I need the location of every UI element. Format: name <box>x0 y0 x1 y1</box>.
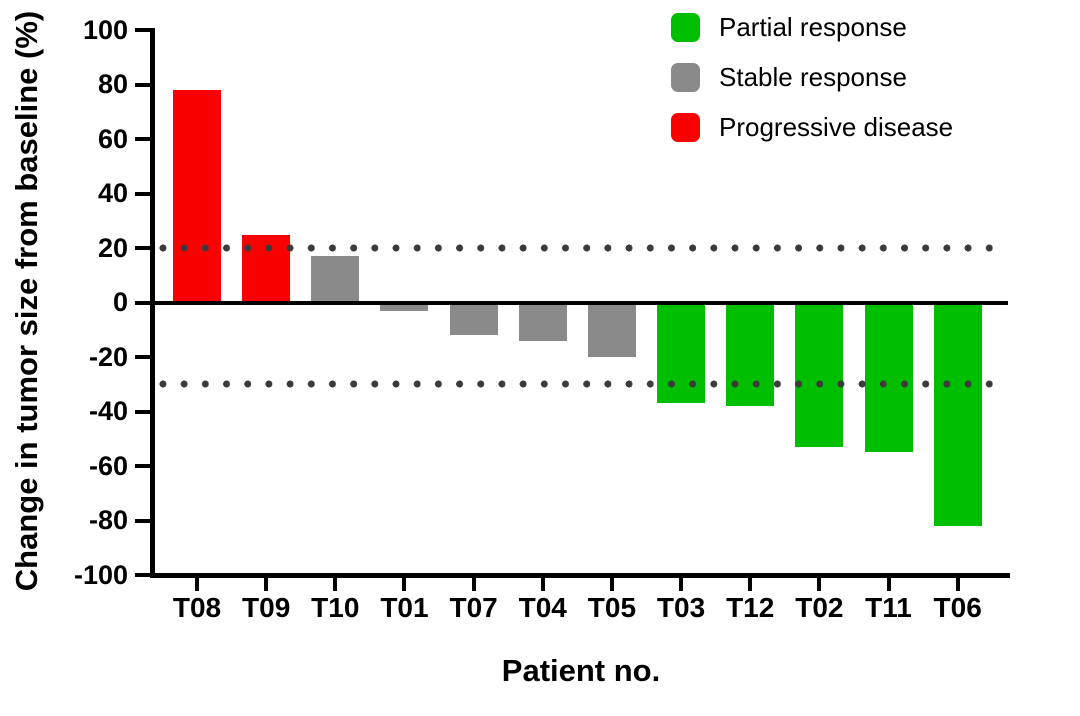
y-tick-mark <box>135 464 152 469</box>
x-tick-label: T05 <box>587 592 637 623</box>
reference-line-plus20 <box>153 244 1001 253</box>
x-axis-line <box>150 573 1010 578</box>
x-tick-label: T08 <box>172 592 222 623</box>
x-tick-mark <box>955 576 960 591</box>
reference-line-minus30 <box>153 380 1001 389</box>
y-tick-mark <box>135 518 152 523</box>
x-tick-label: T07 <box>449 592 498 623</box>
x-tick-label: T06 <box>933 592 982 623</box>
legend-item-progressive-disease: Progressive disease <box>671 113 953 142</box>
x-tick-mark <box>609 576 614 591</box>
x-axis-title: Patient no. <box>501 653 661 688</box>
x-tick-label: T11 <box>865 592 912 623</box>
x-tick-label: T02 <box>795 592 844 623</box>
y-tick-mark <box>135 409 152 414</box>
x-tick-mark <box>679 576 684 591</box>
x-tick-label: T12 <box>726 592 775 623</box>
y-tick-label: 40 <box>97 178 128 209</box>
bar-T04 <box>518 302 567 341</box>
y-tick-label: 80 <box>97 69 128 100</box>
x-tick-mark <box>402 576 407 591</box>
y-tick-label: -60 <box>88 450 128 481</box>
y-tick-mark <box>135 82 152 87</box>
bar-T06 <box>933 302 982 526</box>
bar-T01 <box>380 302 429 311</box>
bar-T05 <box>587 302 636 358</box>
x-tick-label: T10 <box>311 592 360 623</box>
y-tick-label: -20 <box>88 341 128 372</box>
y-tick-label: 0 <box>112 287 128 318</box>
bar-T08 <box>173 90 221 303</box>
legend-item-partial-response: Partial response <box>671 13 953 42</box>
y-tick-mark <box>135 573 152 577</box>
x-tick-mark <box>886 576 891 591</box>
legend-label-partial-response: Partial response <box>719 12 907 42</box>
y-tick-label: 60 <box>97 123 128 154</box>
y-tick-mark <box>135 300 152 305</box>
legend-item-stable-response: Stable response <box>671 63 953 92</box>
y-tick-mark <box>135 246 152 251</box>
x-tick-label: T04 <box>518 592 567 623</box>
x-tick-label: T09 <box>242 592 291 623</box>
y-tick-label: 100 <box>82 14 128 45</box>
legend-label-progressive-disease: Progressive disease <box>719 112 954 142</box>
y-tick-mark <box>135 355 152 360</box>
bar-T10 <box>311 256 360 303</box>
y-tick-label: -100 <box>73 559 128 590</box>
bar-T02 <box>795 302 844 447</box>
y-tick-label: -80 <box>88 505 128 536</box>
partial-response-swatch-icon <box>671 13 700 42</box>
x-tick-mark <box>817 576 822 591</box>
bar-T11 <box>864 302 913 453</box>
x-tick-mark <box>264 576 269 591</box>
x-tick-mark <box>471 576 476 591</box>
x-tick-mark <box>540 576 545 591</box>
stable-response-swatch-icon <box>671 63 700 92</box>
x-tick-label: T01 <box>380 592 429 623</box>
y-tick-mark <box>135 28 152 33</box>
bar-T12 <box>726 302 775 407</box>
progressive-disease-swatch-icon <box>671 113 700 142</box>
y-tick-label: -40 <box>88 396 128 427</box>
y-tick-label: 20 <box>97 232 128 263</box>
x-tick-mark <box>748 576 753 591</box>
x-tick-label: T03 <box>656 592 706 623</box>
y-tick-mark <box>135 137 152 142</box>
legend-label-stable-response: Stable response <box>719 62 907 92</box>
y-tick-mark <box>135 191 152 196</box>
x-tick-mark <box>333 576 338 591</box>
bar-T07 <box>449 302 498 336</box>
zero-baseline-line <box>150 301 1008 305</box>
x-tick-mark <box>195 576 199 591</box>
legend: Partial response Stable response Progres… <box>671 13 953 163</box>
